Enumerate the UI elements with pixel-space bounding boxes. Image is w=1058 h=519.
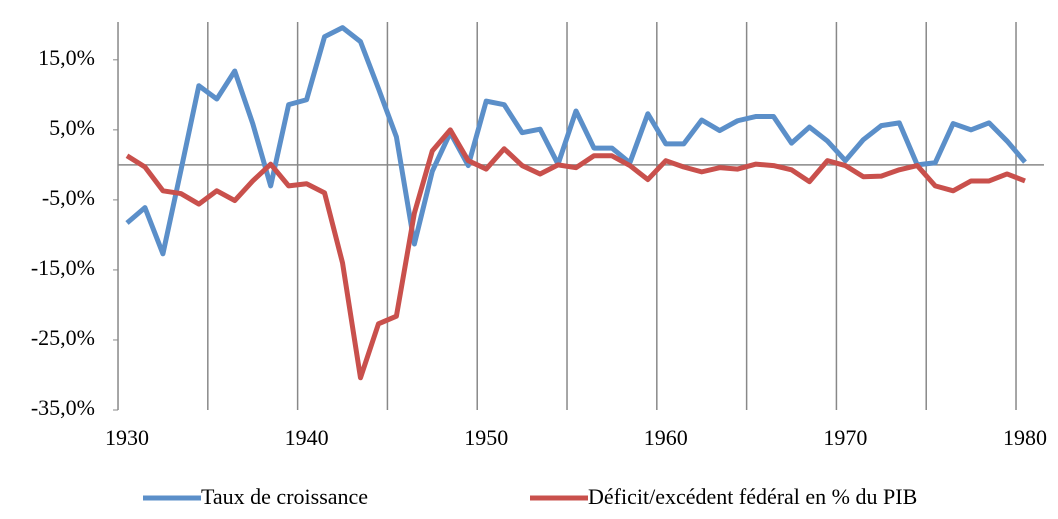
y-tick-label: -35,0%: [31, 395, 95, 420]
x-tick-label: 1940: [285, 425, 329, 450]
y-tick-label: -15,0%: [31, 255, 95, 280]
y-tick-label: -5,0%: [42, 185, 95, 210]
x-tick-label: 1950: [464, 425, 508, 450]
y-tick-label: 15,0%: [38, 45, 95, 70]
x-tick-label: 1980: [1003, 425, 1047, 450]
y-tick-label: -25,0%: [31, 325, 95, 350]
line-series: [125, 127, 1026, 381]
x-tick-label: 1970: [823, 425, 867, 450]
x-tick-label: 1960: [644, 425, 688, 450]
x-tick-label: 1930: [105, 425, 149, 450]
legend-label: Taux de croissance: [201, 484, 368, 509]
y-tick-label: 5,0%: [49, 115, 95, 140]
legend-label: Déficit/excédent fédéral en % du PIB: [588, 484, 917, 509]
line-series: [125, 25, 1027, 257]
